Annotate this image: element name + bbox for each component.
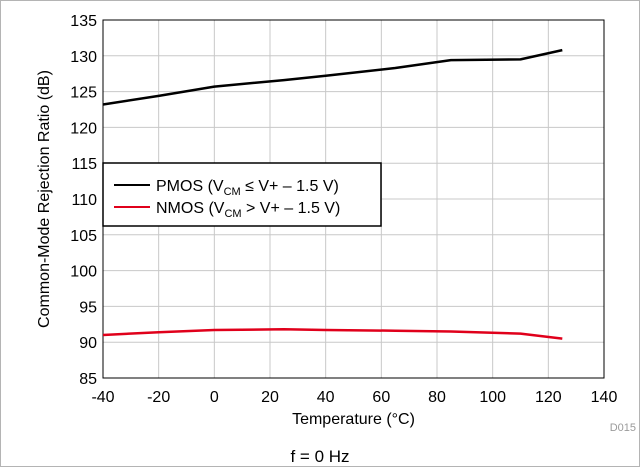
x-tick-label: 140 bbox=[591, 389, 618, 406]
y-tick-label: 115 bbox=[71, 156, 97, 173]
caption: f = 0 Hz bbox=[290, 447, 349, 466]
x-tick-labels: -40 -20 0 20 40 60 80 100 120 140 bbox=[91, 389, 617, 406]
y-axis-label: Common-Mode Rejection Ratio (dB) bbox=[36, 70, 53, 328]
x-tick-label: 100 bbox=[479, 389, 506, 406]
x-tick-label: -40 bbox=[91, 389, 114, 406]
y-tick-label: 85 bbox=[79, 371, 97, 388]
legend-label-nmos: NMOS (VCM > V+ – 1.5 V) bbox=[156, 200, 340, 220]
y-tick-label: 135 bbox=[70, 13, 97, 30]
x-axis-label: Temperature (°C) bbox=[292, 411, 415, 428]
y-tick-label: 90 bbox=[79, 335, 97, 352]
y-tick-label: 95 bbox=[79, 299, 97, 316]
legend-box bbox=[102, 162, 382, 227]
y-tick-label: 110 bbox=[71, 192, 97, 209]
y-tick-label: 130 bbox=[70, 49, 97, 66]
series-lines bbox=[102, 48, 563, 340]
y-tick-label: 100 bbox=[70, 264, 97, 281]
x-tick-label: 120 bbox=[535, 389, 562, 406]
y-tick-label: 125 bbox=[70, 85, 97, 102]
y-tick-labels: 85 90 95 100 105 110 115 120 125 130 135 bbox=[70, 13, 97, 388]
x-tick-label: -20 bbox=[147, 389, 170, 406]
x-tick-label: 80 bbox=[428, 389, 446, 406]
figure-id: D015 bbox=[610, 422, 636, 434]
y-tick-label: 105 bbox=[70, 228, 97, 245]
x-tick-label: 60 bbox=[372, 389, 390, 406]
y-tick-label: 120 bbox=[70, 120, 97, 137]
series-line-nmos bbox=[102, 328, 563, 340]
x-tick-label: 40 bbox=[317, 389, 335, 406]
x-tick-label: 20 bbox=[261, 389, 279, 406]
legend-label-pmos: PMOS (VCM ≤ V+ – 1.5 V) bbox=[156, 178, 339, 198]
series-line-pmos bbox=[102, 48, 563, 106]
x-tick-label: 0 bbox=[210, 389, 219, 406]
legend: PMOS (VCM ≤ V+ – 1.5 V) NMOS (VCM > V+ –… bbox=[102, 162, 382, 227]
